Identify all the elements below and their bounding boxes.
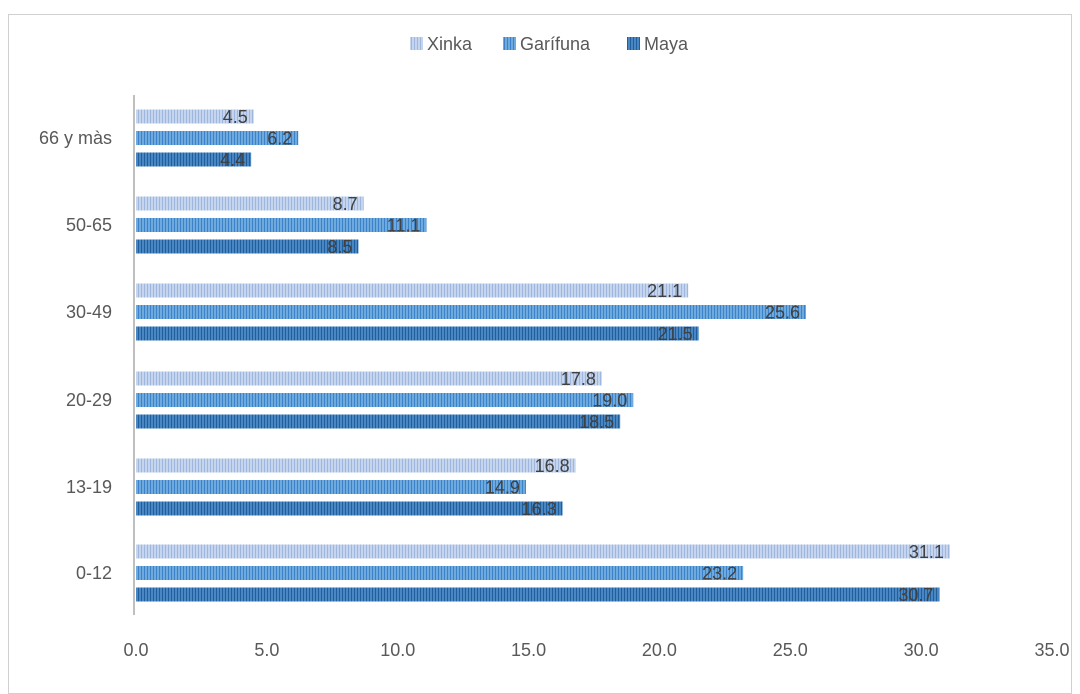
- bar-garifuna-30-49: [136, 305, 806, 319]
- bar-xinka-30-49: [136, 283, 689, 298]
- data-label-garifuna-30-49: 25.6: [765, 303, 800, 323]
- data-label-maya-66-y-mas: 4.4: [220, 150, 245, 170]
- data-labels: 31.1 23.2 30.7 16.8 14.916.3 17.819.018.5 21.1…: [220, 107, 944, 605]
- category-label-30-49: 30-49: [66, 302, 112, 322]
- bars: [136, 109, 950, 602]
- category-labels: 0-12 13-19 20-29 30-49 50-65 66 y màs: [39, 128, 112, 583]
- x-tick-label: 0.0: [123, 640, 148, 660]
- legend: Xinka Garífuna Maya: [410, 34, 689, 54]
- category-label-50-65: 50-65: [66, 215, 112, 235]
- bar-maya-0-12: [136, 587, 940, 602]
- category-label-66-y-mas: 66 y màs: [39, 128, 112, 148]
- bar-garifuna-20-29: [136, 393, 634, 407]
- bar-chart: Xinka Garífuna Maya 31.1 23.2 30.7 16.8 14.916…: [39, 34, 1070, 660]
- data-label-maya-13-19: 16.3: [522, 499, 557, 519]
- legend-swatch-maya: [627, 37, 640, 50]
- legend-swatch-garifuna: [503, 37, 516, 50]
- data-label-garifuna-50-65: 11.1: [387, 216, 421, 236]
- data-label-garifuna-13-19: 14.9: [485, 478, 520, 498]
- data-label-garifuna-66-y-mas: 6.2: [267, 129, 292, 149]
- bar-xinka-50-65: [136, 196, 364, 211]
- category-label-13-19: 13-19: [66, 477, 112, 497]
- data-label-maya-0-12: 30.7: [898, 585, 933, 605]
- bar-xinka-66-y-mas: [136, 109, 254, 124]
- bar-maya-66-y-mas: [136, 152, 252, 167]
- legend-swatch-xinka: [410, 37, 423, 50]
- x-tick-label: 25.0: [773, 640, 808, 660]
- bar-xinka-0-12: [136, 544, 950, 559]
- x-tick-label: 5.0: [254, 640, 279, 660]
- data-label-maya-30-49: 21.5: [658, 324, 693, 344]
- data-label-garifuna-0-12: 23.2: [702, 564, 737, 584]
- x-tick-label: 35.0: [1034, 640, 1069, 660]
- bar-maya-13-19: [136, 501, 563, 516]
- bar-xinka-20-29: [136, 371, 602, 386]
- x-tick-label: 30.0: [904, 640, 939, 660]
- legend-label-garifuna: Garífuna: [520, 34, 591, 54]
- bar-garifuna-13-19: [136, 480, 526, 494]
- data-label-xinka-0-12: 31.1: [909, 542, 944, 562]
- legend-label-xinka: Xinka: [427, 34, 473, 54]
- bar-maya-30-49: [136, 326, 699, 341]
- bar-maya-20-29: [136, 414, 621, 429]
- bar-xinka-13-19: [136, 458, 576, 473]
- x-tick-label: 20.0: [642, 640, 677, 660]
- legend-label-maya: Maya: [644, 34, 689, 54]
- bar-garifuna-50-65: [136, 218, 427, 232]
- data-label-xinka-30-49: 21.1: [647, 281, 682, 301]
- x-tick-label: 10.0: [380, 640, 415, 660]
- data-label-maya-50-65: 8.5: [327, 237, 352, 257]
- data-label-xinka-13-19: 16.8: [535, 456, 570, 476]
- bar-garifuna-0-12: [136, 566, 744, 580]
- x-tick-label: 15.0: [511, 640, 546, 660]
- data-label-xinka-66-y-mas: 4.5: [223, 107, 248, 127]
- x-axis-ticks: 0.0 5.0 10.0 15.0 20.0 25.0 30.0 35.0: [123, 640, 1069, 660]
- category-label-20-29: 20-29: [66, 390, 112, 410]
- bar-garifuna-66-y-mas: [136, 131, 299, 145]
- data-label-xinka-20-29: 17.8: [561, 369, 596, 389]
- category-label-0-12: 0-12: [76, 563, 112, 583]
- bar-maya-50-65: [136, 239, 359, 254]
- data-label-xinka-50-65: 8.7: [333, 194, 358, 214]
- data-label-garifuna-20-29: 19.0: [592, 391, 627, 411]
- data-label-maya-20-29: 18.5: [579, 412, 614, 432]
